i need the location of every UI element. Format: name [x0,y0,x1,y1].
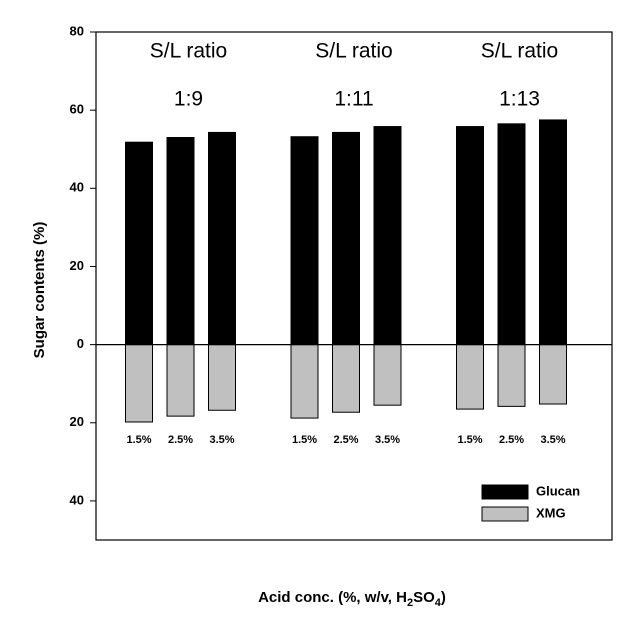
group-label: 1:9 [174,88,203,111]
y-axis-label: Sugar contents (%) [31,222,48,359]
bar [539,344,567,405]
x-axis-label-part: Acid conc. (%, w/v, H [258,589,407,606]
y-tick-label: 20 [70,414,84,429]
bar [290,136,319,346]
bar [290,344,319,419]
group-label: S/L ratio [150,40,227,63]
y-tick-label: 40 [70,180,84,195]
bar [125,141,153,346]
group-label: S/L ratio [315,40,392,63]
x-axis-label-sub: 4 [435,597,442,609]
bar [497,344,526,407]
x-axis-label-sub: 2 [407,597,413,609]
x-tick-label: 2.5% [168,434,193,446]
bar [456,344,484,410]
x-axis-label-part: ) [441,589,446,606]
bar [208,131,236,346]
legend-swatch [481,484,529,500]
x-tick-label: 3.5% [540,434,565,446]
y-tick-label: 0 [77,336,84,351]
group-label: 1:11 [334,88,373,111]
x-tick-label: 2.5% [333,434,358,446]
legend-label: XMG [536,505,566,520]
plot-frame [95,31,613,541]
bar [497,123,526,346]
bar [125,344,153,423]
bar [456,126,484,346]
group-label: S/L ratio [481,40,558,63]
x-tick-label: 3.5% [375,434,400,446]
x-axis-label: Acid conc. (%, w/v, H2SO4) [258,589,446,609]
y-tick-label: 20 [70,258,84,273]
legend-label: Glucan [536,483,580,498]
bar [166,344,195,417]
x-tick-label: 1.5% [292,434,317,446]
x-axis-label-part: SO [413,589,435,606]
bar [373,126,402,346]
bar [539,119,567,346]
y-tick-label: 80 [70,23,84,38]
x-tick-label: 2.5% [499,434,524,446]
bar [332,131,360,346]
bar [208,344,236,411]
bar [332,344,360,413]
y-tick-label: 40 [70,492,84,507]
bar [166,137,195,346]
x-tick-label: 1.5% [457,434,482,446]
bar [373,344,402,406]
y-tick-label: 60 [70,102,84,117]
x-tick-label: 3.5% [209,434,234,446]
x-tick-label: 1.5% [126,434,151,446]
group-label: 1:13 [499,88,540,111]
legend-swatch [481,506,529,522]
